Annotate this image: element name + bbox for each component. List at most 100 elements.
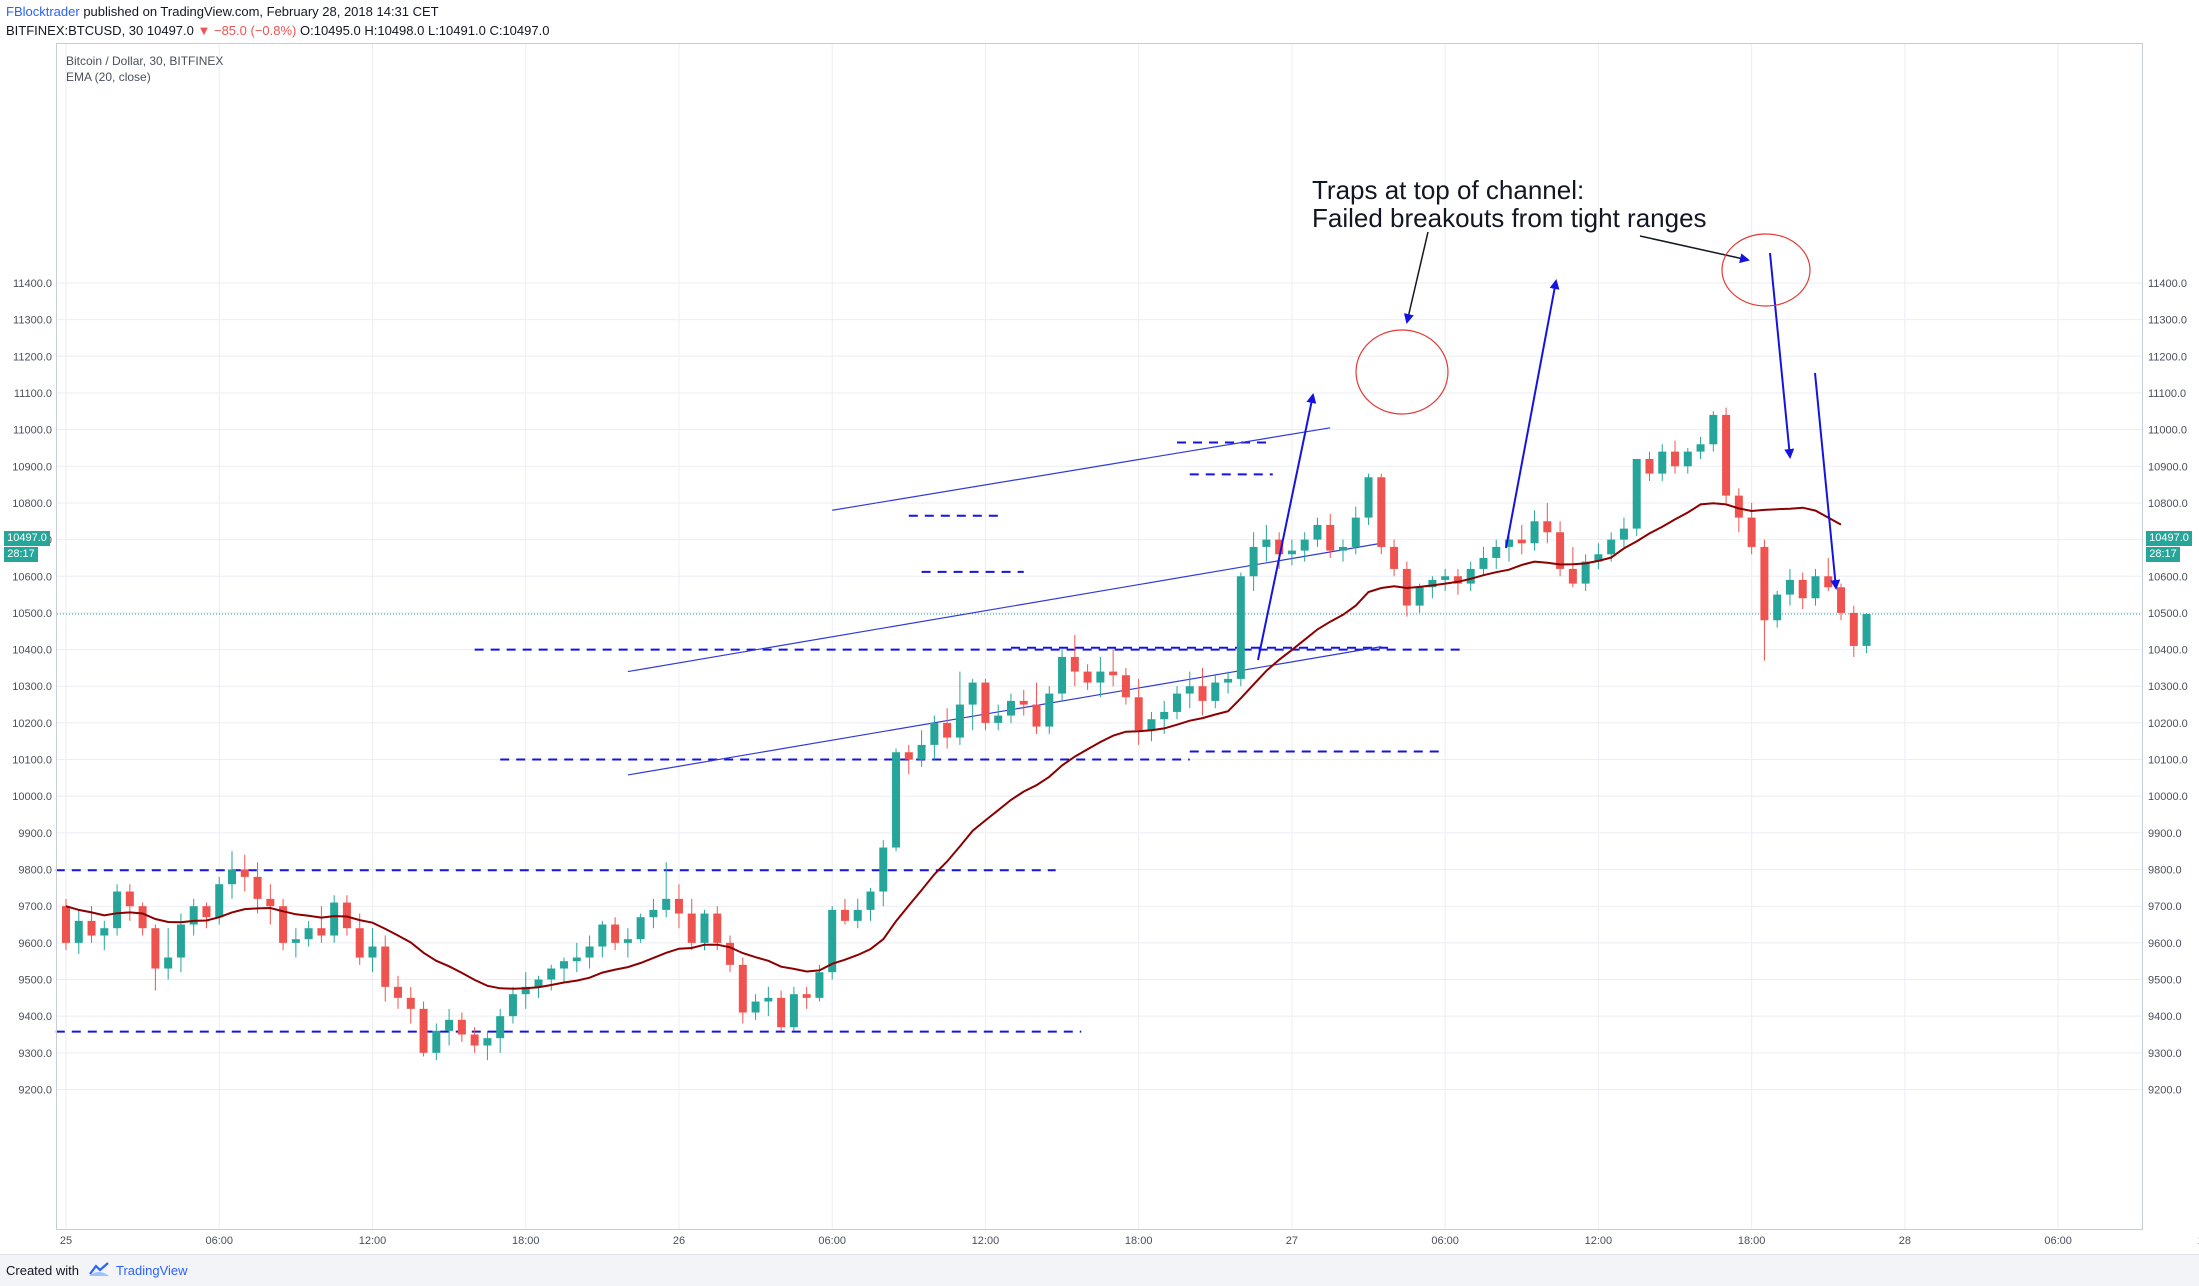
y-tick-label-left: 11100.0 (14, 388, 52, 400)
y-tick-label-left: 9600.0 (18, 938, 52, 950)
candle (74, 909, 83, 954)
y-tick-label-right: 10400.0 (2148, 645, 2188, 657)
trap-annotation: Traps at top of channel: Failed breakout… (1312, 176, 1707, 232)
price-chart[interactable]: 9200.0 9200.0 9300.0 9300.0 9400.0 9400.0 9500… (0, 0, 2199, 1254)
candle (521, 972, 530, 1009)
x-tick-label: 06:00 (818, 1235, 846, 1247)
candle (189, 898, 198, 936)
candle (1619, 517, 1628, 547)
candle (1211, 675, 1220, 709)
open-value: O:10495.0 (300, 23, 361, 38)
candle-body (751, 1001, 760, 1013)
candle-body (1517, 539, 1526, 544)
candle (1249, 532, 1258, 591)
y-tick-label-left: 10300.0 (12, 681, 52, 693)
candle (1466, 561, 1475, 591)
candle (228, 851, 237, 899)
candle (1377, 473, 1386, 555)
x-tick-label: 18:00 (1738, 1235, 1766, 1247)
candle (1019, 689, 1028, 716)
candle-body (994, 715, 1003, 723)
candle-body (1543, 521, 1552, 533)
candle-body (1760, 546, 1769, 621)
candle (1172, 686, 1181, 720)
candle-body (636, 917, 645, 940)
candle-body (62, 906, 70, 943)
candle (981, 678, 990, 731)
x-tick-label: 27 (1286, 1235, 1298, 1247)
candle-body (381, 946, 390, 987)
candle-body (1019, 700, 1028, 705)
candle-body (1785, 579, 1794, 595)
candle (1300, 532, 1309, 562)
candle-body (1096, 671, 1105, 683)
candle-body (1045, 693, 1054, 727)
chart-legend-ema[interactable]: EMA (20, close) (66, 70, 151, 84)
x-tick-label: 28 (1899, 1235, 1911, 1247)
y-tick-label-left: 11000.0 (13, 425, 52, 437)
candles[interactable] (62, 407, 1871, 1061)
y-tick-label-left: 9400.0 (18, 1011, 52, 1023)
candle (866, 887, 875, 921)
candle-body (1211, 682, 1220, 701)
candle (1236, 572, 1245, 687)
tradingview-link[interactable]: TradingView (116, 1263, 188, 1278)
candle-body (955, 704, 964, 738)
candle-body (713, 913, 722, 943)
y-tick-label-right: 9500.0 (2148, 975, 2182, 987)
ema-line (65, 502, 1842, 990)
candle-body (1326, 524, 1335, 551)
candle-body (240, 869, 249, 877)
candle (62, 898, 70, 951)
y-tick-label-right: 9300.0 (2148, 1048, 2182, 1060)
candle-body (1032, 704, 1041, 727)
y-tick-label-left: 10500.0 (12, 608, 52, 620)
candle (1556, 521, 1565, 577)
candle (1581, 554, 1590, 591)
candle-body (1837, 587, 1846, 613)
y-tick-label-left: 9800.0 (18, 865, 52, 877)
x-tick-label: 25 (60, 1235, 72, 1247)
candle (368, 928, 377, 973)
candle-body (202, 906, 211, 918)
y-tick-label-right: 11200.0 (2148, 351, 2187, 363)
candle-body (828, 909, 837, 973)
candle-body (674, 898, 683, 914)
candle (662, 862, 671, 918)
candle-body (521, 986, 530, 995)
candle-body (1607, 539, 1616, 555)
candle (1198, 667, 1207, 716)
candle-body (1083, 671, 1092, 683)
candle (1785, 568, 1794, 606)
candle (1773, 590, 1782, 628)
candle (598, 920, 607, 958)
candle-body (649, 909, 658, 918)
y-tick-label-left: 10000.0 (12, 791, 52, 803)
candle-body (611, 924, 620, 943)
candle (547, 964, 556, 991)
candle (713, 906, 722, 951)
candle-body (138, 906, 147, 929)
candle-body (1530, 521, 1539, 544)
x-tick-label: 18:00 (512, 1235, 540, 1247)
x-tick-label: 12:00 (359, 1235, 387, 1247)
candle (1696, 436, 1705, 459)
candle-body (432, 1030, 441, 1053)
y-tick-label-left: 9900.0 (18, 828, 52, 840)
author-link[interactable]: FBlocktrader (6, 4, 80, 19)
x-tick-label: 26 (673, 1235, 685, 1247)
candle (1364, 473, 1373, 525)
candle (240, 854, 249, 892)
candle-body (1300, 539, 1309, 551)
candle (202, 902, 211, 929)
tradingview-logo-icon[interactable] (88, 1260, 110, 1280)
candle-body (1862, 614, 1871, 646)
candle (1070, 634, 1079, 687)
candle-body (1070, 656, 1079, 672)
candle-body (483, 1038, 492, 1046)
candle (394, 975, 403, 1009)
candle-body (917, 744, 926, 760)
candle-body (113, 891, 122, 929)
candle-body (1262, 539, 1271, 547)
ohlc-readout: BITFINEX:BTCUSD, 30 10497.0 ▼ −85.0 (−0.… (6, 23, 549, 38)
